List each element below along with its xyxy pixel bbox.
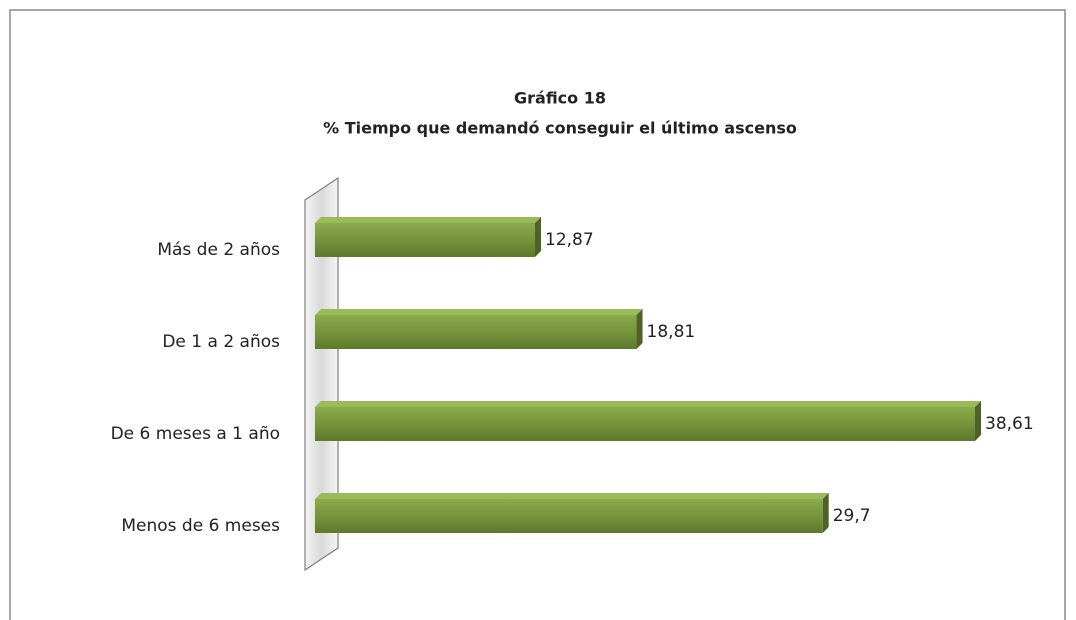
data-label: 18,81 — [647, 322, 696, 342]
bar — [315, 315, 637, 349]
data-label: 29,7 — [833, 506, 871, 526]
bar-side-face — [822, 493, 829, 533]
bar-side-face — [535, 217, 541, 257]
data-label: 38,61 — [985, 414, 1034, 434]
bar — [315, 223, 535, 257]
chart-frame — [9, 9, 1066, 620]
data-label: 12,87 — [545, 230, 594, 250]
y-tick-label: De 1 a 2 años — [162, 332, 280, 352]
axis-wall — [304, 176, 339, 572]
bar — [315, 407, 975, 441]
y-tick-label: Más de 2 años — [157, 240, 280, 260]
y-tick-label: Menos de 6 meses — [121, 516, 280, 536]
bar-side-face — [975, 401, 981, 441]
bar-top-face — [315, 217, 541, 223]
chart-subtitle: % Tiempo que demandó conseguir el último… — [323, 119, 797, 138]
bar — [315, 499, 823, 533]
bar-top-face — [315, 493, 829, 499]
chart-title: Gráfico 18 — [514, 89, 606, 108]
bar-top-face — [315, 309, 643, 315]
bar-top-face — [315, 401, 981, 407]
y-tick-label: De 6 meses a 1 año — [111, 424, 280, 444]
bar-side-face — [636, 309, 643, 349]
